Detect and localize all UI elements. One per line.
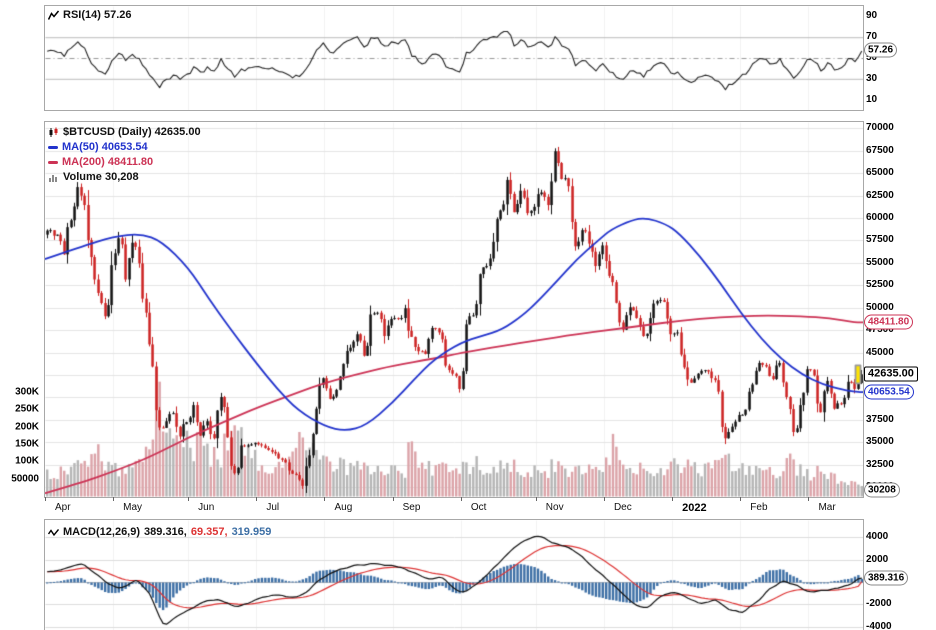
ma50-price-tag: 40653.54 — [864, 384, 914, 400]
month-tick — [392, 497, 394, 501]
macd-legend: MACD(12,26,9) 389.316, 69.357, 319.959 — [48, 526, 271, 539]
rsi-panel — [44, 5, 864, 111]
volume-axis: 300K 250K 200K 150K 100K 50000 — [0, 0, 41, 630]
month-label: Dec — [613, 502, 632, 513]
volume-legend: Volume 30,208 — [48, 171, 139, 184]
price-y-tick: 60000 — [866, 211, 894, 223]
rsi-y-tick: 70 — [866, 31, 878, 43]
price-y-tick: 52500 — [866, 279, 894, 291]
volume-y-tick: 300K — [15, 386, 39, 398]
ma50-legend-text: MA(50) 40653.54 — [62, 141, 148, 153]
month-label: 2022 — [682, 502, 707, 514]
rsi-value-tag: 57.26 — [864, 42, 898, 58]
volume-y-tick: 250K — [15, 403, 39, 415]
price-y-tick: 55000 — [866, 256, 894, 268]
ma50-legend: MA(50) 40653.54 — [48, 141, 148, 154]
rsi-y-tick: 90 — [866, 10, 878, 22]
macd-value: 389.316, — [144, 526, 187, 538]
macd-y-tick: -2000 — [866, 598, 892, 610]
month-label: Nov — [545, 502, 564, 513]
price-y-tick: 67500 — [866, 144, 894, 156]
ma200-price-tag: 48411.80 — [864, 314, 914, 330]
month-label: Oct — [470, 502, 487, 513]
month-label: May — [123, 502, 143, 513]
month-tick — [535, 497, 537, 501]
ma200-legend: MA(200) 48411.80 — [48, 156, 153, 169]
month-tick — [740, 497, 742, 501]
month-label: Mar — [818, 502, 836, 513]
ma200-legend-text: MA(200) 48411.80 — [62, 156, 154, 168]
macd-y-tick: 4000 — [866, 531, 889, 543]
price-y-tick: 47500 — [866, 324, 894, 336]
price-y-tick: 37500 — [866, 413, 894, 425]
month-label: Jun — [198, 502, 215, 513]
macd-plot — [45, 520, 863, 630]
macd-histogram-value: 319.959 — [231, 526, 272, 538]
rsi-y-tick: 10 — [866, 93, 878, 105]
volume-y-tick: 200K — [15, 421, 39, 433]
macd-panel — [44, 519, 864, 630]
volume-y-tick: 100K — [15, 455, 39, 467]
month-tick — [672, 497, 674, 501]
month-tick — [324, 497, 326, 501]
month-tick — [808, 497, 810, 501]
volume-bars-icon — [49, 175, 57, 182]
macd-y-tick: -4000 — [866, 620, 892, 630]
volume-value-tag: 30208 — [864, 482, 900, 498]
rsi-y-tick: 30 — [866, 72, 878, 84]
month-tick — [188, 497, 190, 501]
price-y-tick: 62500 — [866, 189, 894, 201]
month-tick — [460, 497, 462, 501]
symbol-legend-text: $BTCUSD (Daily) 42635.00 — [63, 126, 201, 138]
volume-y-tick: 150K — [15, 438, 39, 450]
macd-signal-value: 69.357, — [190, 526, 228, 538]
candlestick-icon — [49, 127, 58, 137]
month-tick — [45, 497, 46, 501]
price-y-tick: 45000 — [866, 346, 894, 358]
price-y-tick: 50000 — [866, 301, 894, 313]
month-tick — [256, 497, 258, 501]
macd-line-icon — [48, 529, 59, 537]
month-label: Feb — [750, 502, 768, 513]
macd-legend-label: MACD(12,26,9) — [63, 526, 141, 538]
price-y-tick: 35000 — [866, 436, 894, 448]
month-tick — [113, 497, 115, 501]
symbol-legend: $BTCUSD (Daily) 42635.00 — [48, 126, 201, 139]
price-panel — [44, 121, 864, 498]
macd-value-tag: 389.316 — [864, 570, 909, 586]
last-price-tag: 42635.00 — [864, 366, 918, 382]
rsi-indicator-icon — [48, 10, 59, 20]
month-label: Sep — [402, 502, 421, 513]
rsi-legend: RSI(14) 57.26 — [48, 9, 131, 22]
month-label: Aug — [334, 502, 353, 513]
month-label: Apr — [55, 502, 71, 513]
month-tick — [603, 497, 605, 501]
ma50-line-icon — [48, 146, 58, 149]
price-y-tick: 70000 — [866, 122, 894, 134]
rsi-legend-text: RSI(14) 57.26 — [63, 9, 132, 21]
volume-legend-text: Volume 30,208 — [63, 171, 139, 183]
month-label: Jul — [266, 502, 280, 513]
price-y-tick: 57500 — [866, 234, 894, 246]
price-plot — [45, 122, 863, 497]
rsi-plot — [45, 6, 863, 110]
ma200-line-icon — [48, 161, 58, 164]
price-y-tick: 32500 — [866, 458, 894, 470]
price-y-tick: 65000 — [866, 167, 894, 179]
volume-y-tick: 50000 — [11, 473, 39, 485]
macd-y-tick: 2000 — [866, 553, 889, 565]
